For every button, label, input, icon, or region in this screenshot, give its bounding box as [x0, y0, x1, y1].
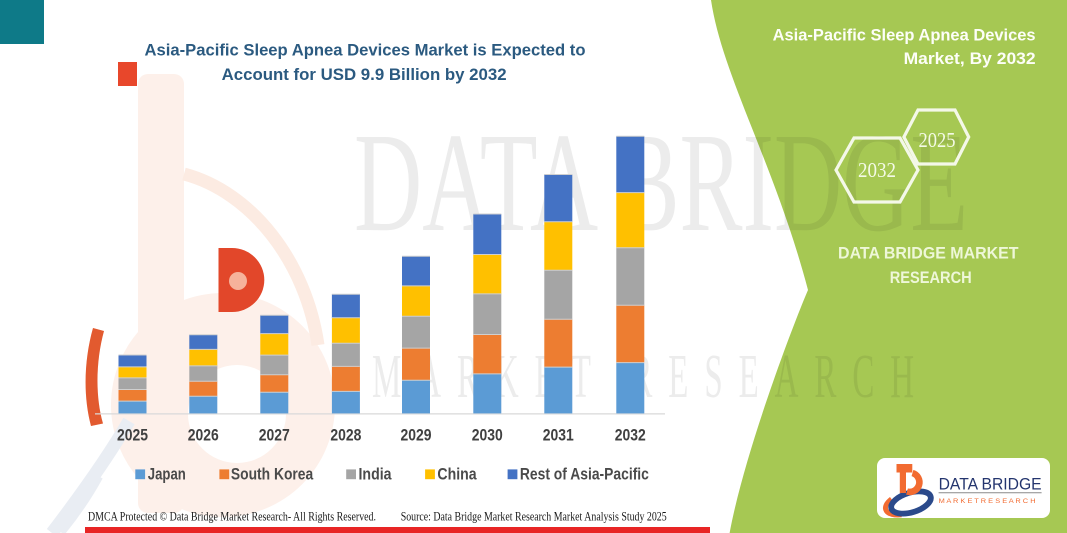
svg-text:DATA BRIDGE: DATA BRIDGE: [939, 475, 1042, 494]
svg-text:M A R K E T R E S E A R C H: M A R K E T R E S E A R C H: [939, 499, 1036, 505]
svg-text:2032: 2032: [615, 425, 646, 444]
svg-text:2028: 2028: [330, 425, 361, 444]
svg-text:Japan: Japan: [148, 465, 186, 483]
svg-text:RESEARCH: RESEARCH: [890, 269, 972, 287]
svg-text:South Korea: South Korea: [231, 465, 314, 483]
svg-text:Asia-Pacific Sleep Apnea Devic: Asia-Pacific Sleep Apnea Devices Market …: [145, 41, 586, 60]
svg-text:Source: Data Bridge Market Res: Source: Data Bridge Market Research Mark…: [401, 508, 667, 523]
svg-text:2027: 2027: [259, 425, 290, 444]
svg-text:DATA BRIDGE MARKET: DATA BRIDGE MARKET: [838, 244, 1019, 262]
svg-text:2030: 2030: [472, 425, 503, 444]
svg-text:India: India: [359, 465, 393, 483]
svg-text:2032: 2032: [858, 158, 896, 182]
svg-text:MARKET RESEARCH: MARKET RESEARCH: [372, 343, 930, 411]
svg-text:2025: 2025: [117, 425, 148, 444]
svg-text:DATA BRIDGE: DATA BRIDGE: [354, 103, 968, 261]
svg-text:2031: 2031: [543, 425, 574, 444]
svg-text:Asia-Pacific Sleep Apnea Devic: Asia-Pacific Sleep Apnea Devices: [773, 25, 1036, 44]
svg-text:DMCA Protected © Data Bridge M: DMCA Protected © Data Bridge Market Rese…: [88, 508, 376, 523]
svg-text:Account for USD 9.9 Billion by: Account for USD 9.9 Billion by 2032: [222, 65, 507, 84]
svg-text:China: China: [437, 465, 477, 483]
svg-text:Rest of Asia-Pacific: Rest of Asia-Pacific: [520, 465, 649, 483]
svg-text:2025: 2025: [919, 128, 956, 152]
svg-text:2026: 2026: [188, 425, 219, 444]
svg-text:Market, By 2032: Market, By 2032: [904, 49, 1036, 68]
svg-text:2029: 2029: [401, 425, 432, 444]
